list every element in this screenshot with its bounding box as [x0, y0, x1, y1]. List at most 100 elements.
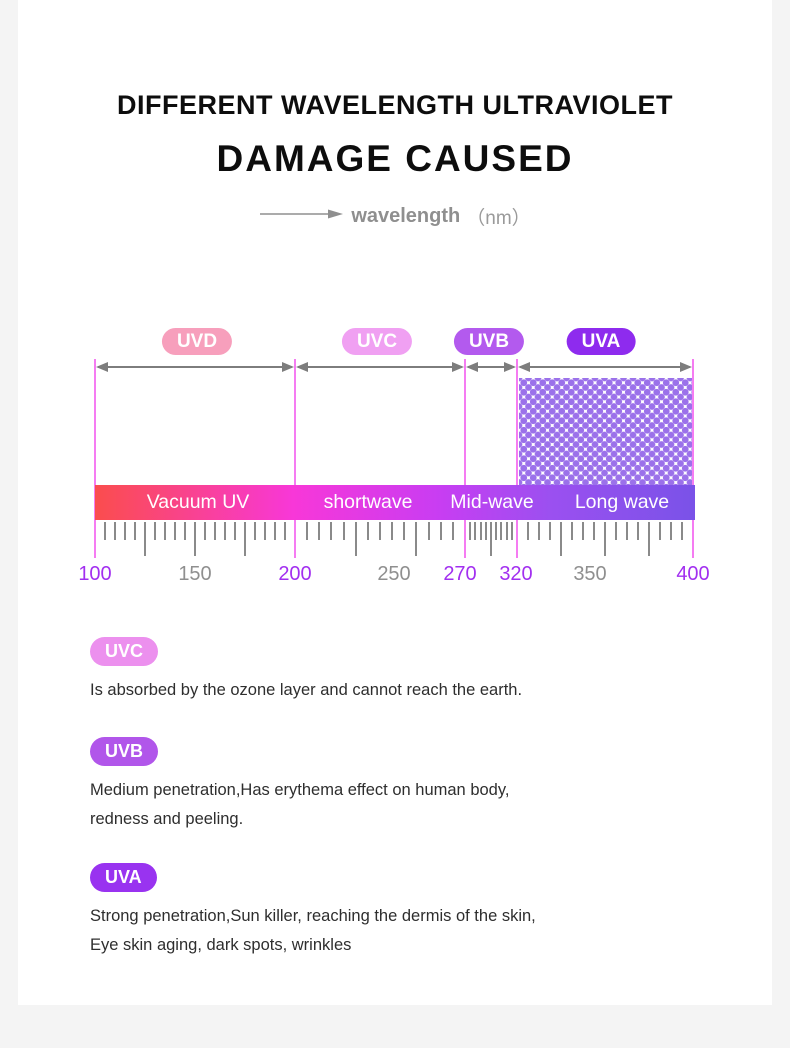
ruler-tick [648, 522, 650, 556]
ruler-tick [538, 522, 540, 540]
scale-number-200: 200 [278, 563, 312, 585]
uva-badge: UVA [90, 863, 157, 892]
ruler-tick [366, 522, 369, 540]
uva-description-line: Eye skin aging, dark spots, wrinkles [90, 935, 352, 954]
right-arrow-icon [259, 207, 345, 226]
uvc-badge: UVC [90, 637, 159, 666]
ruler-tick [484, 522, 487, 540]
ruler-tick [490, 522, 492, 556]
ruler-tick [571, 522, 573, 540]
ruler-tick [194, 522, 196, 556]
arrowhead-left-icon [466, 362, 478, 372]
ruler-tick [234, 522, 236, 540]
spectrum-bar: Vacuum UV shortwave Mid-wave Long wave [95, 485, 695, 520]
ruler-tick [114, 522, 116, 540]
arrowhead-left-icon [296, 362, 308, 372]
boundary-line [294, 359, 296, 558]
scale-number-100: 100 [78, 563, 112, 585]
ruler-tick [318, 522, 321, 540]
ruler-tick [154, 522, 156, 540]
axis-unit: （nm） [466, 207, 531, 229]
ruler-tick [659, 522, 661, 540]
ruler-tick [274, 522, 276, 540]
scale-number-400: 400 [676, 563, 710, 585]
scale-number-350: 350 [573, 563, 607, 585]
scale-number-250: 250 [377, 563, 411, 585]
boundary-line [94, 359, 96, 558]
uva-description-line: Strong penetration,Sun killer, reaching … [90, 907, 536, 925]
axis-label: wavelength [351, 204, 461, 227]
uvb-description-line: Medium penetration,Has erythema effect o… [90, 781, 510, 799]
ruler-tick [474, 522, 477, 540]
band-badge-uvb: UVB [453, 328, 525, 355]
ruler-tick [439, 522, 442, 540]
boundary-line [516, 359, 518, 558]
band-badge-uvd: UVD [161, 328, 233, 355]
section-uvb: UVB Medium penetration,Has erythema effe… [90, 737, 710, 833]
uvb-description-line: redness and peeling. [90, 809, 244, 828]
uvb-badge: UVB [90, 737, 159, 766]
ruler-tick [342, 522, 345, 540]
ruler-tick [670, 522, 672, 540]
uva-hatch-area [519, 378, 692, 485]
uvb-description: Medium penetration,Has erythema effect o… [90, 776, 710, 833]
scale-number-320: 320 [499, 563, 533, 585]
ruler-tick [144, 522, 146, 556]
ruler-tick [354, 522, 357, 556]
range-arrow-uvc [296, 362, 464, 372]
arrowhead-right-icon [504, 362, 516, 372]
ruler-tick [427, 522, 430, 540]
range-arrow-uvb [466, 362, 516, 372]
ruler-tick [214, 522, 216, 540]
ruler-tick [505, 522, 508, 540]
ruler-tick [500, 522, 503, 540]
ruler-tick [391, 522, 394, 540]
ruler-tick [284, 522, 286, 540]
ruler-tick [224, 522, 226, 540]
uvc-description-line: Is absorbed by the ozone layer and canno… [90, 681, 523, 699]
boundary-line [464, 359, 466, 558]
scale-number-150: 150 [178, 563, 212, 585]
wavelength-axis-caption: wavelength （nm） [0, 202, 790, 230]
uvc-description: Is absorbed by the ozone layer and canno… [90, 676, 710, 705]
ruler-tick [164, 522, 166, 540]
band-badge-uva: UVA [566, 328, 636, 355]
arrowhead-left-icon [96, 362, 108, 372]
arrowhead-left-icon [518, 362, 530, 372]
ruler-tick [264, 522, 266, 540]
arrowhead-right-icon [282, 362, 294, 372]
ruler-tick [615, 522, 617, 540]
range-arrow-uva [518, 362, 692, 372]
ruler-tick [254, 522, 256, 540]
ruler-tick [626, 522, 628, 540]
bar-label-long-wave: Long wave [574, 491, 670, 513]
ruler-tick [403, 522, 406, 540]
ruler-tick [582, 522, 584, 540]
boundary-line [692, 359, 694, 558]
ruler-tick [379, 522, 381, 540]
ruler-tick [637, 522, 639, 540]
bar-label-vacuum-uv: Vacuum UV [146, 491, 250, 513]
ruler-tick [495, 522, 498, 540]
ruler-tick [510, 522, 513, 540]
ruler-tick [104, 522, 106, 540]
section-uvc: UVC Is absorbed by the ozone layer and c… [90, 637, 710, 705]
scale-number-270: 270 [443, 563, 477, 585]
ruler-tick [451, 522, 454, 540]
band-badge-uvc: UVC [341, 328, 413, 355]
ruler-tick [415, 522, 418, 556]
ruler-tick [330, 522, 333, 540]
section-uva: UVA Strong penetration,Sun killer, reach… [90, 863, 710, 959]
ruler-tick [560, 522, 562, 556]
ruler-tick [306, 522, 309, 540]
bar-label-shortwave: shortwave [323, 491, 413, 513]
ruler-tick [593, 522, 595, 540]
ruler-tick [174, 522, 176, 540]
ruler-tick [244, 522, 246, 556]
ruler-tick [681, 522, 683, 540]
ruler-tick [527, 522, 529, 540]
page-title-line2: DAMAGE CAUSED [216, 138, 574, 179]
ruler-tick [604, 522, 606, 556]
ruler-tick [469, 522, 472, 540]
